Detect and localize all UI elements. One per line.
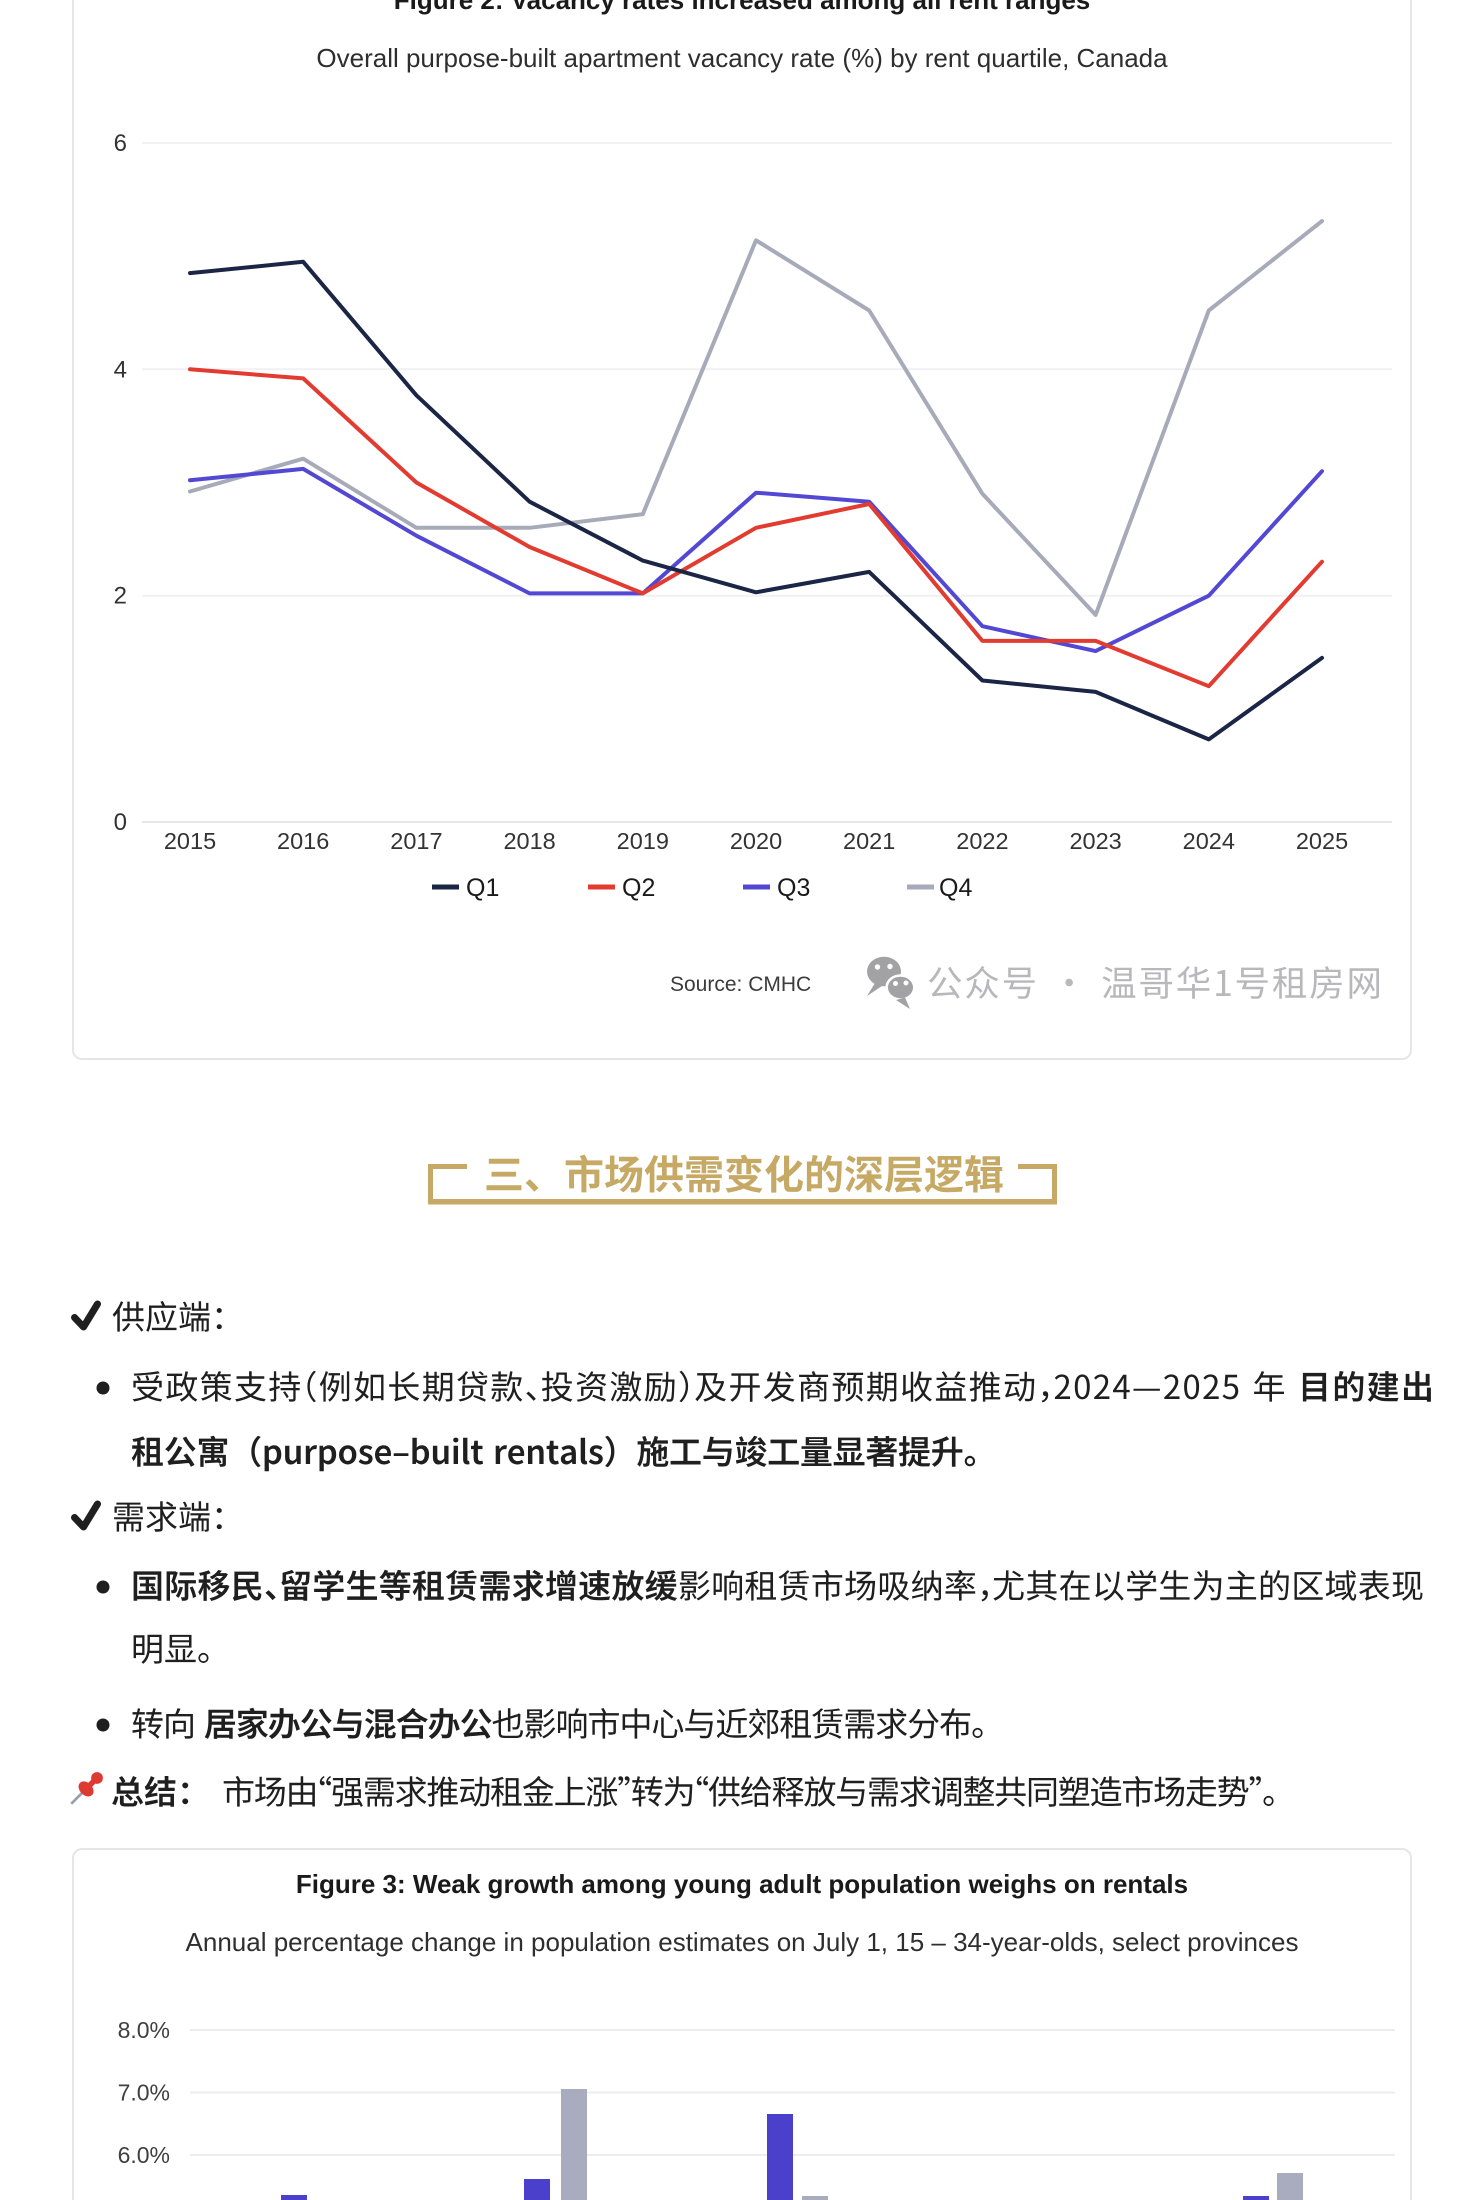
svg-text:2: 2 — [114, 583, 127, 610]
svg-text:Source: CMHC: Source: CMHC — [670, 973, 811, 996]
svg-text:2021: 2021 — [843, 828, 895, 854]
svg-text:8.0%: 8.0% — [118, 2017, 170, 2043]
svg-text:Q3: Q3 — [777, 874, 810, 902]
svg-text:2024: 2024 — [1183, 828, 1235, 854]
svg-text:2016: 2016 — [277, 828, 329, 854]
svg-text:Annual percentage change in po: Annual percentage change in population e… — [186, 1927, 1299, 1957]
svg-text:2019: 2019 — [617, 828, 669, 854]
svg-text:Q1: Q1 — [466, 874, 499, 902]
svg-text:Q2: Q2 — [622, 874, 655, 902]
svg-text:7.0%: 7.0% — [118, 2080, 170, 2106]
svg-text:2020: 2020 — [730, 828, 782, 854]
svg-text:Figure 3: Weak growth among yo: Figure 3: Weak growth among young adult … — [296, 1869, 1188, 1899]
svg-text:Q4: Q4 — [939, 874, 972, 902]
svg-text:0: 0 — [114, 809, 127, 836]
svg-text:6.0%: 6.0% — [118, 2142, 170, 2168]
svg-text:2023: 2023 — [1069, 828, 1121, 854]
svg-text:6: 6 — [114, 130, 127, 157]
svg-text:2022: 2022 — [956, 828, 1008, 854]
svg-text:2025: 2025 — [1296, 828, 1348, 854]
svg-text:2018: 2018 — [503, 828, 555, 854]
svg-text:2017: 2017 — [390, 828, 442, 854]
svg-text:4: 4 — [114, 356, 127, 383]
svg-text:Figure 2: Vacancy rates increa: Figure 2: Vacancy rates increased among … — [394, 0, 1091, 15]
svg-text:Overall purpose-built apartmen: Overall purpose-built apartment vacancy … — [316, 43, 1168, 73]
svg-text:2015: 2015 — [164, 828, 216, 854]
